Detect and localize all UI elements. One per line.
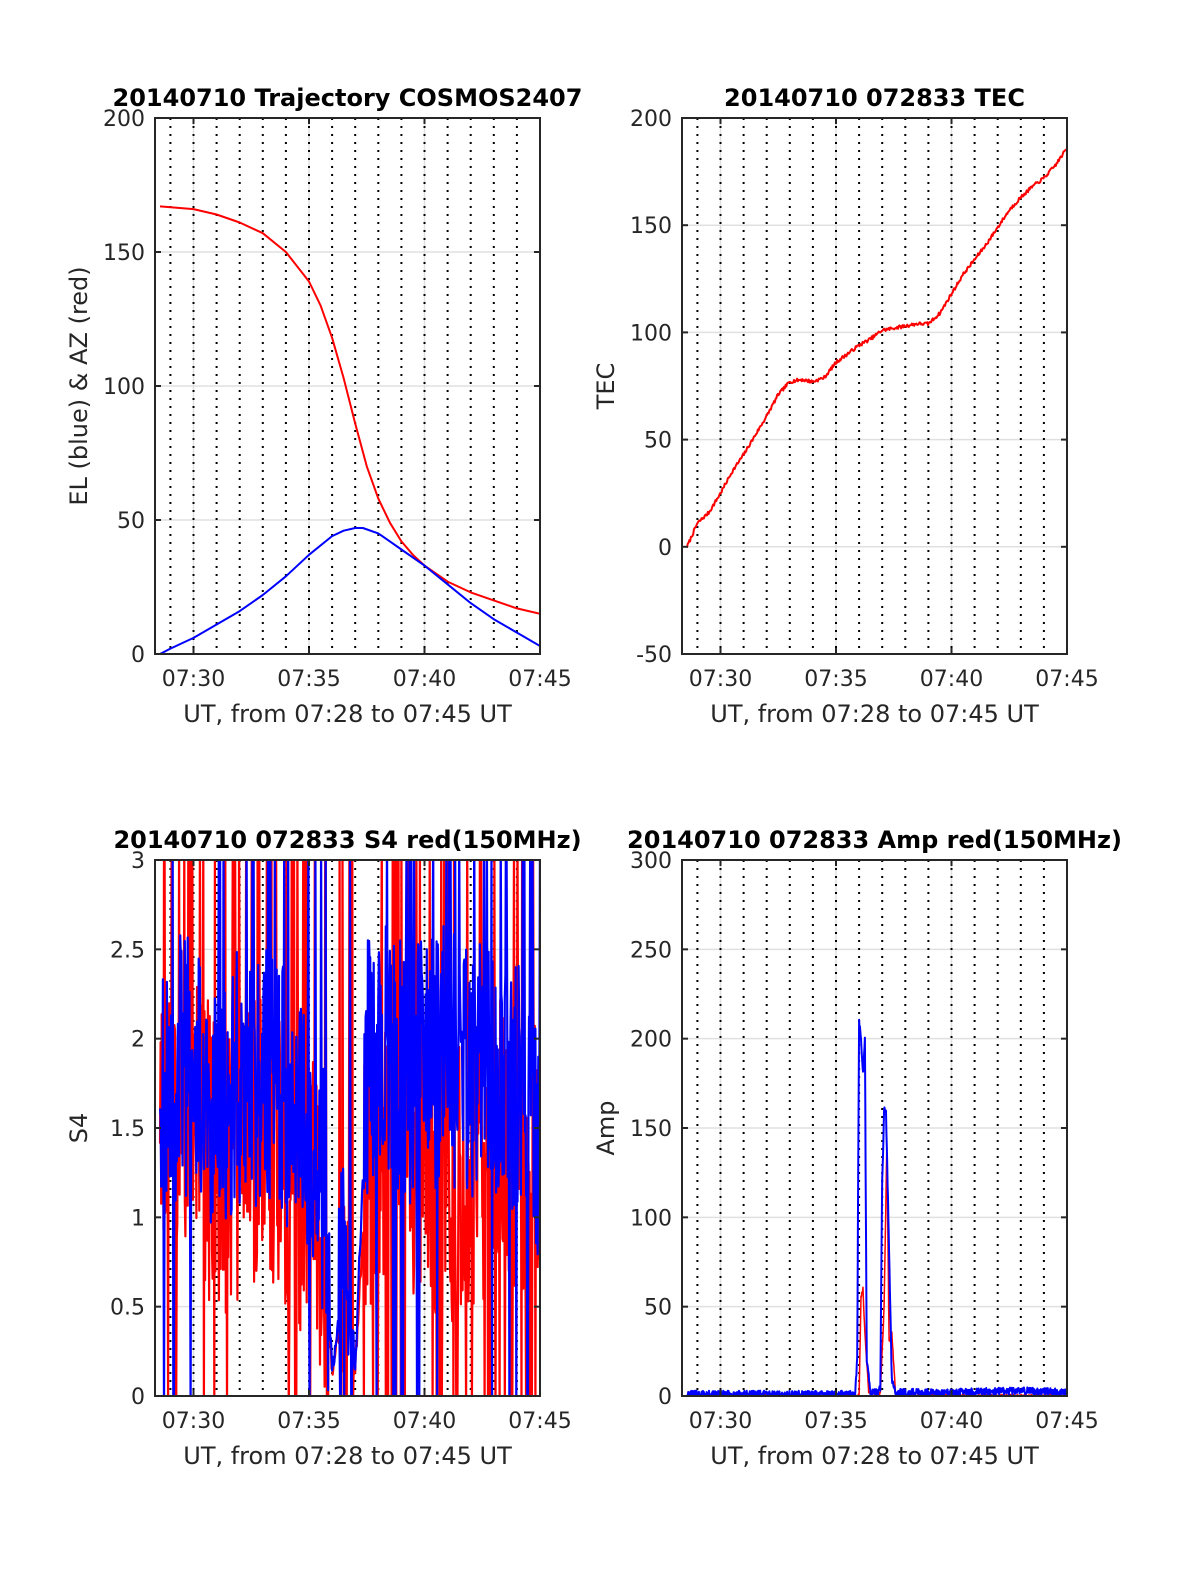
y-tick-label: 50	[117, 509, 145, 534]
y-tick-label: 50	[644, 429, 672, 454]
x-tick-label: 07:45	[1035, 1409, 1098, 1434]
y-tick-label: 150	[630, 214, 672, 239]
y-tick-label: 150	[103, 241, 145, 266]
chart-4: 0 50 100 150 200 250 300 07:30 07:35 07:40 07:45 20…	[592, 826, 1122, 1470]
x-tick-label: 07:35	[277, 667, 340, 692]
series-line-blue	[159, 527, 540, 654]
x-axis-label: UT, from 07:28 to 07:45 UT	[710, 700, 1039, 728]
y-tick-label: 100	[103, 375, 145, 400]
x-tick-label: 07:45	[508, 667, 571, 692]
chart-title: 20140710 Trajectory COSMOS2407	[113, 84, 583, 112]
x-tick-label: 07:30	[689, 1409, 752, 1434]
y-axis-label: Amp	[592, 1100, 620, 1155]
y-tick-label: -50	[636, 643, 672, 668]
plot-area	[686, 148, 1067, 548]
x-tick-label: 07:35	[277, 1409, 340, 1434]
y-tick-label: 1	[131, 1206, 145, 1231]
y-tick-label: 200	[103, 107, 145, 132]
plot-area	[158, 860, 540, 1396]
y-axis-label: EL (blue) & AZ (red)	[65, 266, 93, 505]
x-tick-label: 07:40	[393, 1409, 456, 1434]
y-tick-label: 200	[630, 1028, 672, 1053]
chart-title: 20140710 072833 S4 red(150MHz)	[113, 826, 581, 854]
chart-title: 20140710 072833 TEC	[724, 84, 1025, 112]
y-tick-label: 250	[630, 938, 672, 963]
x-tick-label: 07:30	[689, 667, 752, 692]
series-line-blue	[158, 860, 540, 1396]
x-tick-label: 07:45	[508, 1409, 571, 1434]
x-axis-label: UT, from 07:28 to 07:45 UT	[183, 700, 512, 728]
plot-area	[159, 205, 540, 654]
y-axis-label: S4	[65, 1113, 93, 1144]
y-tick-label: 0	[131, 1385, 145, 1410]
x-tick-label: 07:30	[162, 1409, 225, 1434]
axes-box	[681, 117, 1068, 655]
y-tick-label: 50	[644, 1296, 672, 1321]
series-line-blue	[686, 1018, 1067, 1396]
y-tick-label: 0	[658, 1385, 672, 1410]
x-tick-label: 07:30	[162, 667, 225, 692]
y-tick-label: 100	[630, 1206, 672, 1231]
chart-2: -50 0 50 100 150 200 07:30 07:35 07:40 07:45 20140…	[592, 84, 1099, 728]
y-tick-label: 300	[630, 849, 672, 874]
chart-1: 0 50 100 150 200 07:30 07:35 07:40 07:45 20140710…	[65, 84, 582, 728]
x-tick-label: 07:35	[804, 667, 867, 692]
y-tick-label: 2.5	[110, 938, 145, 963]
y-tick-label: 3	[131, 849, 145, 874]
x-axis-label: UT, from 07:28 to 07:45 UT	[183, 1442, 512, 1470]
series-line-red	[159, 205, 540, 615]
chart-3: 0 0.5 1 1.5 2 2.5 3 07:30 07:35 07:40 07:45 2014071…	[65, 826, 582, 1470]
y-tick-label: 200	[630, 107, 672, 132]
x-axis-label: UT, from 07:28 to 07:45 UT	[710, 1442, 1039, 1470]
chart-title: 20140710 072833 Amp red(150MHz)	[627, 826, 1122, 854]
x-tick-label: 07:40	[920, 1409, 983, 1434]
x-tick-label: 07:40	[920, 667, 983, 692]
y-tick-label: 0.5	[110, 1296, 145, 1321]
x-tick-label: 07:35	[804, 1409, 867, 1434]
y-tick-label: 0	[131, 643, 145, 668]
x-tick-label: 07:40	[393, 667, 456, 692]
y-tick-label: 0	[658, 536, 672, 561]
x-tick-label: 07:45	[1035, 667, 1098, 692]
y-tick-label: 150	[630, 1117, 672, 1142]
y-tick-label: 100	[630, 321, 672, 346]
y-tick-label: 2	[131, 1028, 145, 1053]
y-axis-label: TEC	[592, 363, 620, 411]
y-tick-label: 1.5	[110, 1117, 145, 1142]
series-line-red	[686, 148, 1067, 548]
